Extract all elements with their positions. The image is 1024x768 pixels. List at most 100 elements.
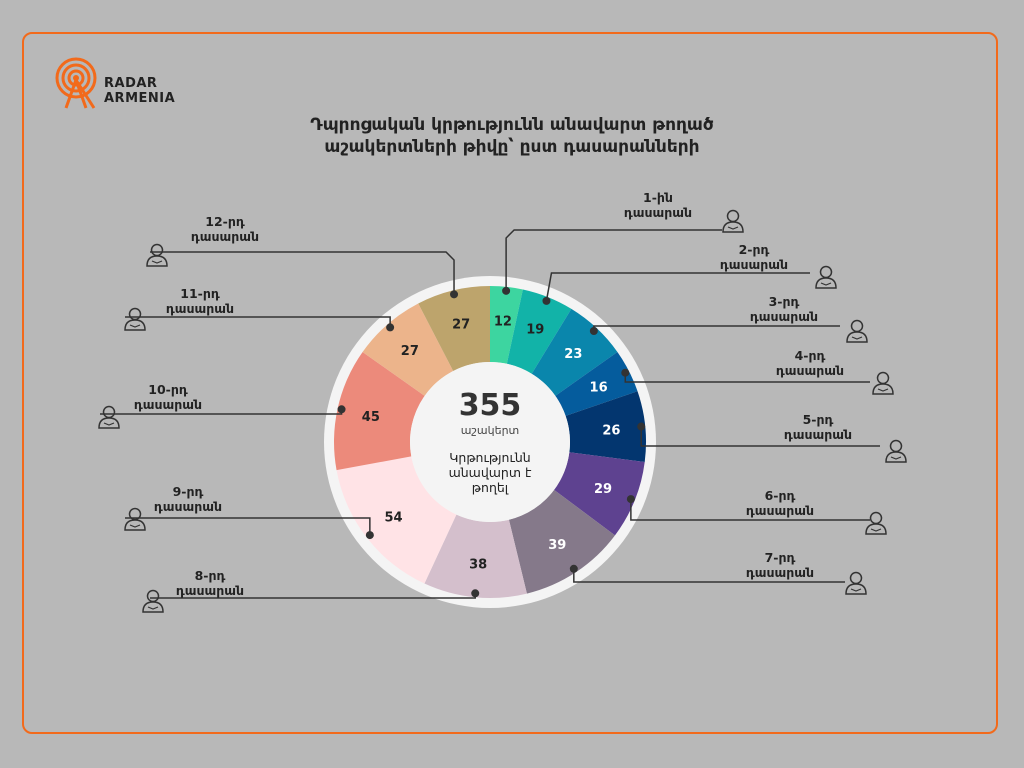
grade-label-word: դասարան	[623, 205, 693, 220]
student-icon	[865, 511, 887, 535]
chart-center-disc	[410, 362, 570, 522]
slice-1	[490, 286, 523, 364]
slice-8	[424, 514, 527, 598]
grade-label-number: 8-րդ	[194, 568, 226, 583]
slice-value-8: 38	[469, 557, 487, 572]
grade-label-word: դասարան	[783, 427, 853, 442]
leader-dot-12	[450, 290, 459, 299]
chart-title-line2: աշակերտների թիվը՝ ըստ դասարանների	[324, 137, 700, 157]
grade-label-word: դասարան	[133, 397, 203, 412]
grade-label-9: 9-րդ դասարան	[138, 484, 238, 514]
leader-line-12	[150, 251, 455, 295]
slice-11	[362, 303, 454, 396]
slice-value-1: 12	[494, 315, 512, 330]
grade-label-2: 2-րդ դասարան	[704, 242, 804, 272]
grade-label-word: դասարան	[175, 583, 245, 598]
slice-5	[565, 391, 646, 462]
leader-line-7	[573, 568, 845, 583]
grade-label-5: 5-րդ դասարան	[768, 412, 868, 442]
grade-label-word: դասարան	[745, 503, 815, 518]
student-icon	[846, 319, 868, 343]
grade-label-number: 9-րդ	[172, 484, 204, 499]
logo-text-armenia: ARMENIA	[104, 91, 176, 106]
grade-label-word: դասարան	[165, 301, 235, 316]
slice-value-9: 54	[385, 511, 403, 526]
slice-value-2: 19	[526, 323, 544, 338]
logo-text-radar: RADAR	[104, 76, 158, 91]
grade-label-word: դասարան	[719, 257, 789, 272]
slice-value-11: 27	[401, 344, 419, 359]
grade-label-number: 4-րդ	[794, 348, 826, 363]
border-frame	[22, 32, 998, 734]
leader-dot-2	[542, 296, 551, 305]
slice-value-12: 27	[452, 317, 470, 332]
slice-10	[334, 351, 425, 471]
grade-label-4: 4-րդ դասարան	[760, 348, 860, 378]
grade-label-3: 3-րդ դասարան	[734, 294, 834, 324]
grade-label-number: 11-րդ	[180, 286, 220, 301]
grade-label-number: 3-րդ	[768, 294, 800, 309]
radar-armenia-logo	[55, 57, 97, 109]
grade-label-word: դասարան	[153, 499, 223, 514]
student-icon	[872, 371, 894, 395]
slice-9	[336, 456, 457, 584]
student-icon	[845, 571, 867, 595]
leader-dot-1	[502, 286, 511, 295]
center-note: Կրթությունն անավարտ է թողել	[448, 450, 532, 495]
leader-dot-4	[621, 368, 630, 377]
student-icon	[722, 209, 744, 233]
leader-line-1	[505, 229, 722, 291]
grade-label-11: 11-րդ դասարան	[150, 286, 250, 316]
leader-line-3	[593, 325, 840, 332]
slice-2	[506, 289, 572, 374]
leader-line-11	[125, 316, 391, 328]
grade-label-1: 1-ին դասարան	[608, 190, 708, 220]
student-icon	[885, 439, 907, 463]
leader-dot-5	[637, 422, 646, 431]
total-unit: աշակերտ	[460, 424, 520, 437]
slice-value-10: 45	[362, 410, 380, 425]
grade-label-word: դասարան	[745, 565, 815, 580]
total-value: 355	[458, 388, 522, 423]
grade-label-number: 1-ին	[643, 190, 673, 205]
grade-label-number: 12-րդ	[205, 214, 245, 229]
slice-4	[555, 351, 638, 416]
grade-label-12: 12-րդ դասարան	[175, 214, 275, 244]
student-icon	[142, 589, 164, 613]
leader-dot-6	[626, 495, 635, 504]
leader-line-2	[545, 272, 810, 302]
slice-value-3: 23	[564, 347, 582, 362]
leader-line-5	[640, 426, 880, 447]
student-icon	[146, 243, 168, 267]
leader-dot-3	[589, 327, 598, 336]
leader-line-6	[630, 499, 870, 521]
student-icon	[815, 265, 837, 289]
student-icon	[124, 307, 146, 331]
grade-label-word: դասարան	[775, 363, 845, 378]
student-icon	[124, 507, 146, 531]
chart-title-line1: Դպրոցական կրթությունն անավարտ թողած	[310, 115, 714, 135]
grade-label-number: 7-րդ	[764, 550, 796, 565]
grade-label-number: 2-րդ	[738, 242, 770, 257]
leader-dot-7	[569, 564, 578, 573]
grade-label-6: 6-րդ դասարան	[730, 488, 830, 518]
leader-dot-8	[471, 589, 480, 598]
slice-7	[508, 489, 615, 594]
grade-label-7: 7-րդ դասարան	[730, 550, 830, 580]
leader-dot-11	[386, 323, 395, 332]
slice-value-6: 29	[594, 482, 612, 497]
grade-label-number: 10-րդ	[148, 382, 188, 397]
slice-value-4: 16	[590, 380, 608, 395]
slice-value-5: 26	[602, 424, 620, 439]
slice-12	[418, 286, 490, 371]
grade-label-number: 6-րդ	[764, 488, 796, 503]
grade-label-word: դասարան	[749, 309, 819, 324]
slice-value-7: 39	[548, 538, 566, 553]
grade-label-word: դասարան	[190, 229, 260, 244]
slice-6	[554, 452, 645, 536]
grade-label-number: 5-րդ	[802, 412, 834, 427]
student-icon	[98, 405, 120, 429]
grade-label-10: 10-րդ դասարան	[118, 382, 218, 412]
leader-line-9	[125, 517, 371, 536]
